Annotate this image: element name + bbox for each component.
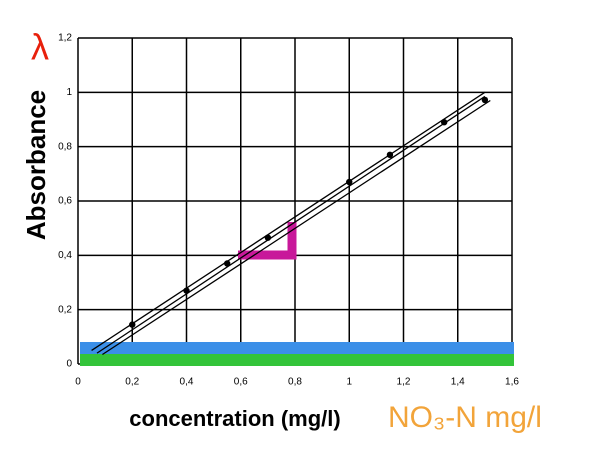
y-tick-label: 0 xyxy=(66,359,72,370)
x-tick-label: 0 xyxy=(75,377,81,388)
green-band xyxy=(80,354,514,366)
step-marker xyxy=(238,222,297,260)
data-point xyxy=(386,151,394,159)
x-tick-label: 0,4 xyxy=(180,377,194,388)
data-point xyxy=(481,96,489,104)
y-tick-label: 0,2 xyxy=(58,304,72,315)
x-tick-label: 1 xyxy=(346,377,352,388)
x-tick-label: 0,2 xyxy=(125,377,139,388)
data-point xyxy=(223,260,231,267)
fit-line xyxy=(91,91,486,351)
x-tick-label: 1,4 xyxy=(451,377,465,388)
data-point xyxy=(129,321,136,328)
x-tick-label: 1,6 xyxy=(505,377,519,388)
y-tick-label: 0,8 xyxy=(58,141,72,152)
fit-line xyxy=(96,95,486,354)
y-tick-label: 1,2 xyxy=(58,33,72,44)
x-tick-label: 1,2 xyxy=(397,377,411,388)
y-axis-label: Absorbance xyxy=(21,90,51,240)
data-point xyxy=(440,119,448,126)
data-point xyxy=(264,234,272,241)
annotation: NO₃-N mg/l xyxy=(388,401,542,434)
highlight-bands xyxy=(80,342,514,366)
x-axis-label: concentration (mg/l) xyxy=(129,406,340,431)
data-point xyxy=(346,178,353,186)
x-tick-label: 0,6 xyxy=(234,377,248,388)
data-point xyxy=(183,287,190,294)
fit-line xyxy=(102,99,491,356)
y-tick-label: 0,6 xyxy=(58,196,72,207)
y-tick-label: 1 xyxy=(66,87,72,98)
y-tick-label: 0,4 xyxy=(58,250,72,261)
x-tick-label: 0,8 xyxy=(288,377,302,388)
blue-band xyxy=(80,342,514,354)
lambda-symbol: λ xyxy=(31,27,49,68)
